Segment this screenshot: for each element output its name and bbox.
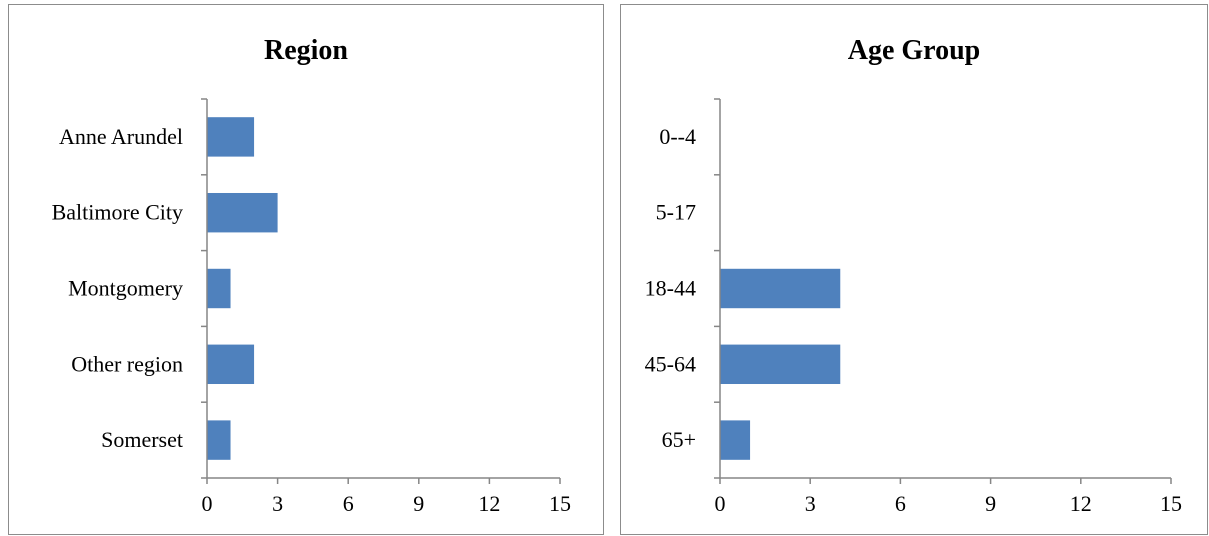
bar bbox=[720, 345, 840, 384]
bar bbox=[207, 117, 254, 156]
region-chart-panel: Region Anne Arundel Baltimore City Montgom… bbox=[8, 4, 604, 535]
x-tick-label: 9 bbox=[413, 491, 424, 516]
x-tick-label: 15 bbox=[1160, 491, 1182, 516]
x-tick-label: 15 bbox=[549, 491, 571, 516]
x-tick-label: 0 bbox=[202, 491, 213, 516]
x-tick-label: 12 bbox=[478, 491, 500, 516]
x-tick-label: 6 bbox=[895, 491, 906, 516]
x-tick-label: 12 bbox=[1070, 491, 1092, 516]
category-label: 0--4 bbox=[659, 124, 696, 149]
age-group-bar-chart: 0--4 5-17 18-44 45-64 65+ 0 3 6 9 12 15 bbox=[621, 5, 1207, 534]
category-label: Montgomery bbox=[68, 276, 183, 301]
bar bbox=[720, 269, 840, 308]
x-tick-label: 6 bbox=[343, 491, 354, 516]
region-bar-chart: Anne Arundel Baltimore City Montgomery Othe… bbox=[9, 5, 603, 534]
x-tick-label: 0 bbox=[715, 491, 726, 516]
category-label: Other region bbox=[71, 351, 183, 376]
bar bbox=[720, 420, 750, 459]
category-label: Baltimore City bbox=[52, 200, 183, 225]
category-label: 65+ bbox=[662, 427, 696, 452]
x-tick-label: 3 bbox=[272, 491, 283, 516]
bar bbox=[207, 269, 231, 308]
category-label: 5-17 bbox=[656, 200, 696, 225]
age-group-chart-panel: Age Group 0--4 5-17 18-44 45-64 65+ 0 3 6 9 12 15 bbox=[620, 4, 1208, 535]
x-tick-label: 9 bbox=[985, 491, 996, 516]
category-label: Somerset bbox=[101, 427, 183, 452]
category-label: 18-44 bbox=[645, 276, 696, 301]
bar bbox=[207, 345, 254, 384]
bar bbox=[207, 193, 278, 232]
category-label: 45-64 bbox=[645, 351, 696, 376]
category-label: Anne Arundel bbox=[59, 124, 183, 149]
x-tick-label: 3 bbox=[805, 491, 816, 516]
bar bbox=[207, 420, 231, 459]
